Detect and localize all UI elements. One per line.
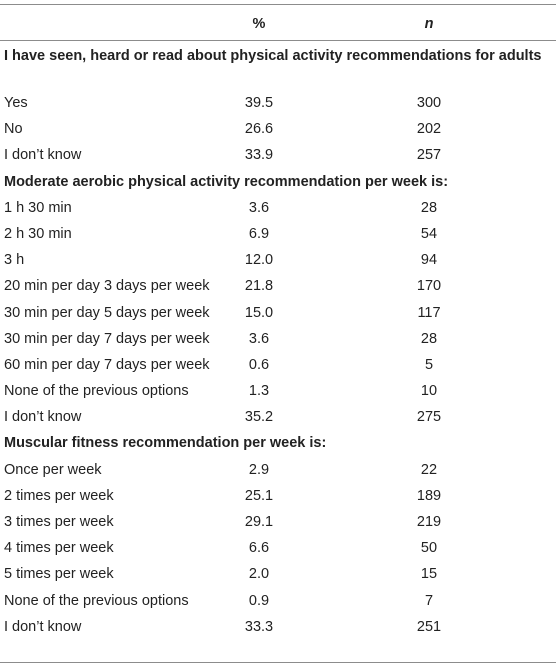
row-count: 94 bbox=[420, 252, 438, 269]
header-rule bbox=[0, 40, 556, 41]
row-percent: 0.6 bbox=[248, 356, 270, 373]
row-count: 22 bbox=[420, 461, 438, 478]
table-body: I have seen, heard or read about physica… bbox=[0, 46, 556, 640]
row-label: I don’t know bbox=[4, 147, 82, 164]
row-label: 5 times per week bbox=[4, 566, 114, 583]
row-label: 3 h bbox=[4, 252, 25, 269]
row-count: 54 bbox=[420, 225, 438, 242]
row-count: 202 bbox=[416, 121, 442, 138]
row-count: 50 bbox=[420, 540, 438, 557]
row-percent: 1.3 bbox=[248, 383, 270, 400]
row-percent: 0.9 bbox=[248, 592, 270, 609]
table-row: Once per week 2.9 22 bbox=[0, 457, 556, 483]
row-count: 219 bbox=[416, 514, 442, 530]
row-percent: 12.0 bbox=[244, 252, 274, 269]
table-bottom-rule bbox=[0, 662, 556, 663]
row-label: I don’t know bbox=[4, 409, 82, 426]
row-label: None of the previous options bbox=[4, 592, 189, 609]
row-percent: 33.3 bbox=[244, 618, 274, 635]
table-row: 5 times per week 2.0 15 bbox=[0, 561, 556, 587]
row-percent: 2.0 bbox=[248, 566, 270, 583]
row-percent: 6.9 bbox=[248, 225, 270, 242]
table-row: No 26.6 202 bbox=[0, 116, 556, 142]
row-count: 189 bbox=[416, 487, 442, 504]
table-row: 2 times per week 25.1 189 bbox=[0, 483, 556, 509]
row-percent: 2.9 bbox=[248, 461, 270, 478]
row-label: I don’t know bbox=[4, 618, 82, 635]
table-row: None of the previous options 1.3 10 bbox=[0, 378, 556, 404]
row-percent: 25.1 bbox=[244, 487, 274, 504]
table-row: 2 h 30 min 6.9 54 bbox=[0, 221, 556, 247]
row-count: 7 bbox=[424, 592, 434, 609]
section-header: I have seen, heard or read about physica… bbox=[0, 46, 556, 90]
table-row: 1 h 30 min 3.6 28 bbox=[0, 195, 556, 221]
header-percent: % bbox=[252, 16, 266, 32]
row-count: 300 bbox=[416, 95, 442, 111]
table-header: % n bbox=[0, 4, 556, 40]
row-label: 3 times per week bbox=[4, 514, 114, 530]
row-label: 1 h 30 min bbox=[4, 199, 72, 216]
table-row: 3 times per week 29.1 219 bbox=[0, 509, 556, 535]
table-row: I don’t know 33.9 257 bbox=[0, 142, 556, 168]
row-label: 20 min per day 3 days per week bbox=[4, 278, 210, 295]
row-percent: 33.9 bbox=[244, 147, 274, 164]
row-count: 10 bbox=[420, 383, 438, 400]
section-header: Muscular fitness recommendation per week… bbox=[0, 430, 556, 456]
table-row: I don’t know 33.3 251 bbox=[0, 614, 556, 640]
row-count: 5 bbox=[424, 356, 434, 373]
header-n: n bbox=[424, 16, 434, 32]
row-percent: 15.0 bbox=[244, 304, 274, 321]
row-percent: 3.6 bbox=[248, 330, 270, 347]
row-label: 4 times per week bbox=[4, 540, 114, 557]
table-row: I don’t know 35.2 275 bbox=[0, 404, 556, 430]
table-row: 4 times per week 6.6 50 bbox=[0, 535, 556, 561]
row-percent: 21.8 bbox=[244, 278, 274, 295]
row-percent: 39.5 bbox=[244, 95, 274, 111]
table-row: 3 h 12.0 94 bbox=[0, 247, 556, 273]
row-count: 257 bbox=[416, 147, 442, 164]
row-count: 28 bbox=[420, 330, 438, 347]
row-label: Once per week bbox=[4, 461, 102, 478]
row-count: 170 bbox=[416, 278, 442, 295]
table-row: 60 min per day 7 days per week 0.6 5 bbox=[0, 352, 556, 378]
section-title: I have seen, heard or read about physica… bbox=[4, 48, 542, 64]
row-percent: 29.1 bbox=[244, 514, 274, 530]
row-label: 2 h 30 min bbox=[4, 225, 72, 242]
row-label: 60 min per day 7 days per week bbox=[4, 356, 210, 373]
section-title: Moderate aerobic physical activity recom… bbox=[4, 173, 449, 190]
row-count: 28 bbox=[420, 199, 438, 216]
row-label: 30 min per day 5 days per week bbox=[4, 304, 210, 321]
table-row: 30 min per day 5 days per week 15.0 117 bbox=[0, 300, 556, 326]
row-percent: 26.6 bbox=[244, 121, 274, 138]
row-count: 15 bbox=[420, 566, 438, 583]
table-top-rule bbox=[0, 4, 556, 5]
row-label: 30 min per day 7 days per week bbox=[4, 330, 210, 347]
row-label: None of the previous options bbox=[4, 383, 189, 400]
table-row: None of the previous options 0.9 7 bbox=[0, 588, 556, 614]
row-percent: 35.2 bbox=[244, 409, 274, 426]
section-title: Muscular fitness recommendation per week… bbox=[4, 435, 327, 452]
table-row: 30 min per day 7 days per week 3.6 28 bbox=[0, 326, 556, 352]
section-header: Moderate aerobic physical activity recom… bbox=[0, 169, 556, 195]
row-label: No bbox=[4, 121, 23, 138]
table-row: 20 min per day 3 days per week 21.8 170 bbox=[0, 273, 556, 299]
row-count: 117 bbox=[417, 304, 441, 321]
row-percent: 6.6 bbox=[248, 540, 270, 557]
row-count: 251 bbox=[416, 618, 442, 635]
table-row: Yes 39.5 300 bbox=[0, 90, 556, 116]
row-count: 275 bbox=[416, 409, 442, 426]
row-percent: 3.6 bbox=[248, 199, 270, 216]
row-label: Yes bbox=[4, 95, 28, 111]
row-label: 2 times per week bbox=[4, 487, 114, 504]
